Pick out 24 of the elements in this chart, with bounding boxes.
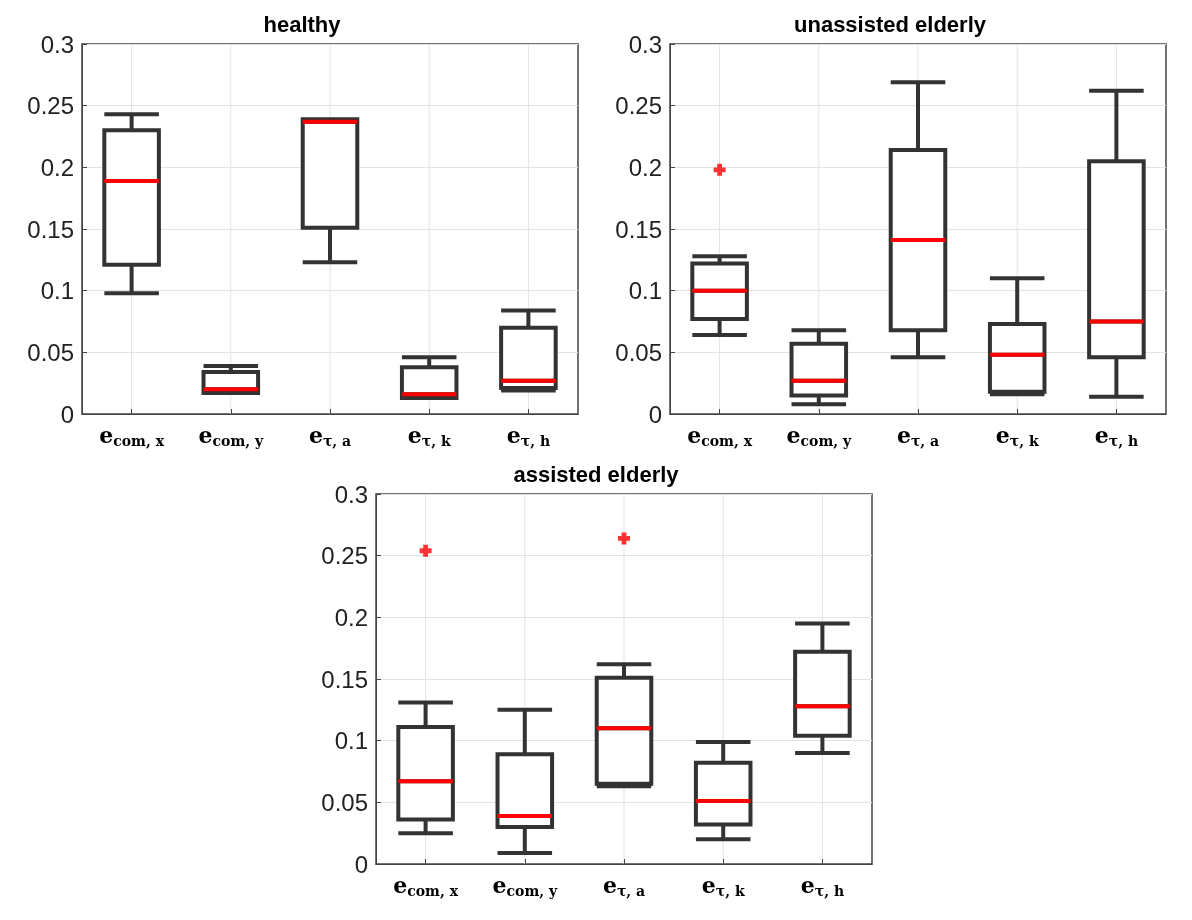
y-tick-label: 0.15 [615, 215, 662, 243]
y-tick-label: 0.2 [40, 153, 74, 181]
y-tick-label: 0.15 [321, 665, 368, 693]
chart-title: unassisted elderly [794, 11, 987, 37]
y-tick-label: 0.3 [628, 30, 662, 58]
chart-title: assisted elderly [513, 461, 680, 487]
y-tick-label: 0 [648, 400, 662, 428]
y-tick-label: 0.25 [321, 542, 368, 570]
y-tick-label: 0.25 [27, 92, 74, 120]
y-tick-label: 0.2 [334, 603, 368, 631]
y-tick-label: 0.3 [40, 30, 74, 58]
y-tick-label: 0.05 [321, 788, 368, 816]
y-tick-label: 0.1 [40, 277, 74, 305]
chart-title: healthy [263, 11, 342, 37]
y-tick-label: 0.3 [334, 480, 368, 508]
y-tick-label: 0.05 [27, 338, 74, 366]
y-tick-label: 0 [354, 850, 368, 878]
y-tick-label: 0 [60, 400, 74, 428]
y-tick-label: 0.1 [628, 277, 662, 305]
y-tick-label: 0.05 [615, 338, 662, 366]
y-tick-label: 0.25 [615, 92, 662, 120]
y-tick-label: 0.2 [628, 153, 662, 181]
y-tick-label: 0.1 [334, 727, 368, 755]
y-tick-label: 0.15 [27, 215, 74, 243]
